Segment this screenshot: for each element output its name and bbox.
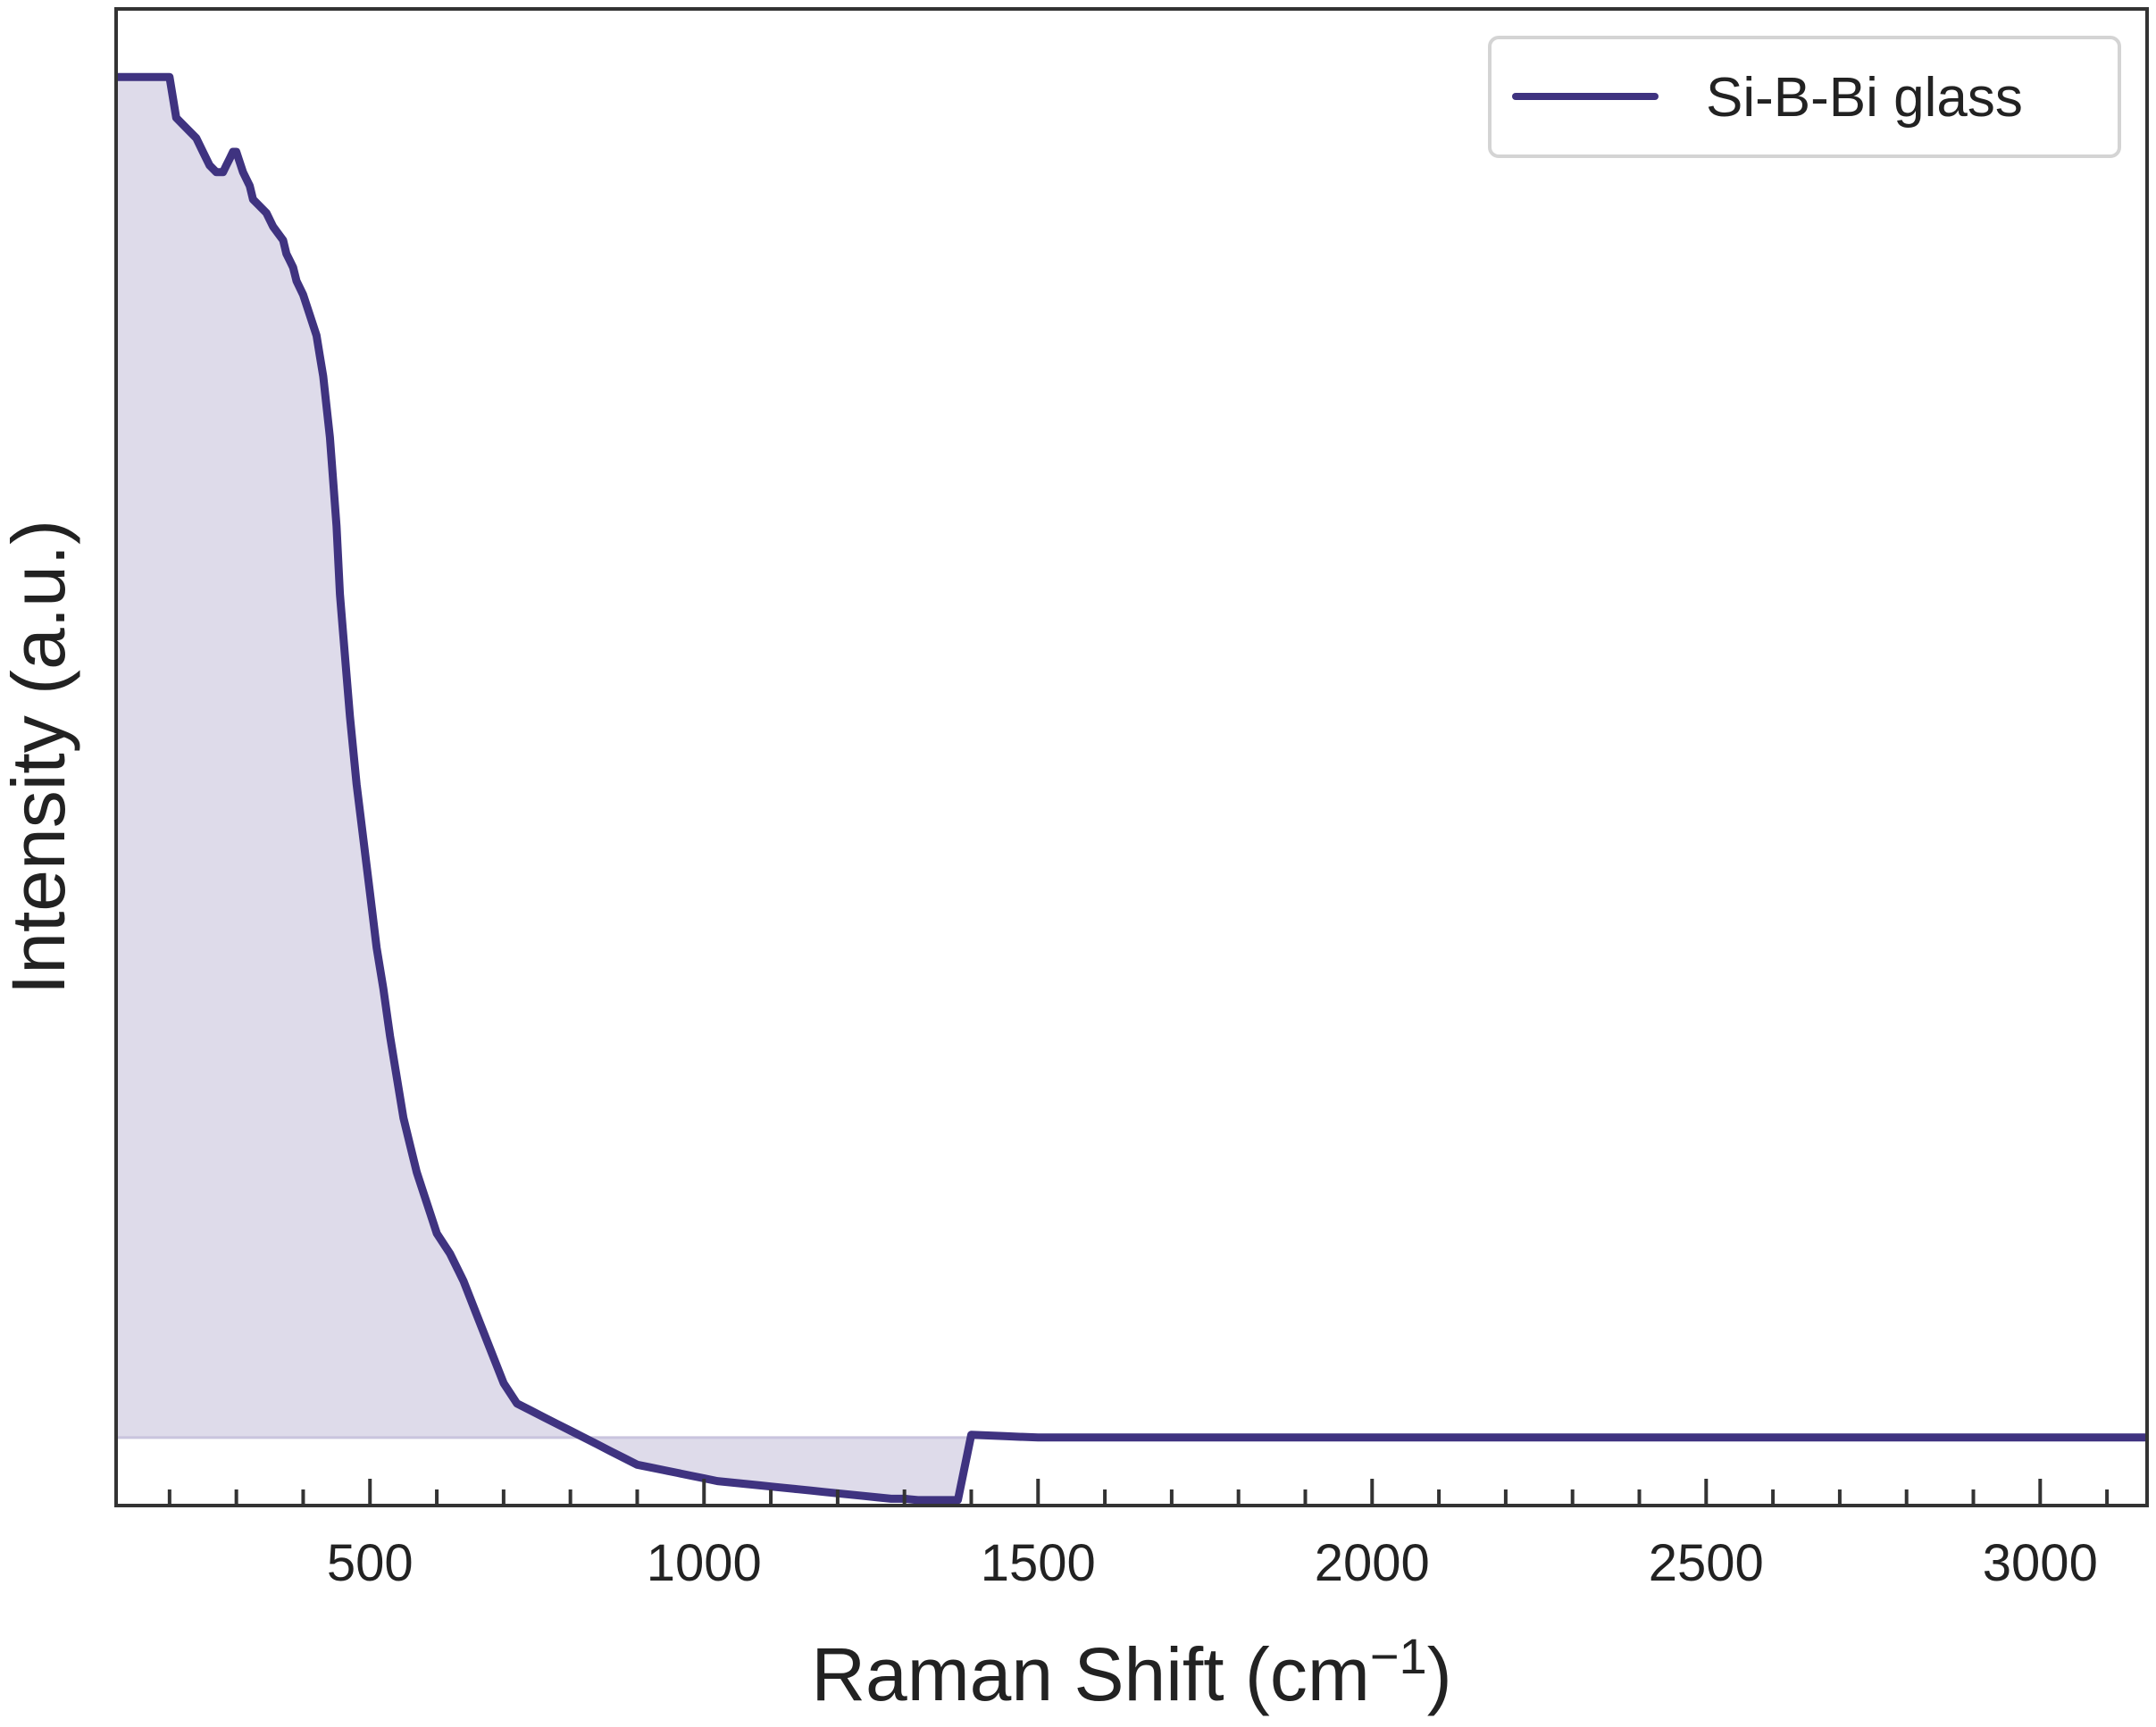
x-axis-title: Raman Shift (cm−1): [811, 1628, 1451, 1716]
series-area-fill: [116, 77, 2147, 1500]
x-axis-title-text: Raman Shift (cm: [811, 1632, 1370, 1716]
x-tick-label: 1500: [981, 1534, 1096, 1592]
x-tick-label: 500: [327, 1534, 414, 1592]
x-tick-label: 1000: [647, 1534, 762, 1592]
legend: Si-B-Bi glass: [1488, 36, 2121, 158]
x-tick-label: 2000: [1315, 1534, 1430, 1592]
series-fill-area: [116, 77, 2147, 1500]
y-axis-title: Intensity (a.u.): [0, 520, 80, 995]
plot-frame: [114, 7, 2149, 1507]
x-axis-ticks: 500 1000 1500 2000 2500 3000: [167, 1479, 2110, 1592]
series-line-si-b-bi-glass: [116, 72, 2147, 1505]
svg-text:Raman Shift (cm−1): Raman Shift (cm−1): [811, 1628, 1451, 1716]
x-axis-title-close: ): [1427, 1632, 1452, 1716]
x-tick-label: 3000: [1983, 1534, 2098, 1592]
series-line-layer: [116, 72, 2147, 1505]
legend-label: Si-B-Bi glass: [1706, 67, 2023, 129]
legend-box: [1488, 36, 2121, 158]
x-axis-title-superscript: −1: [1370, 1628, 1427, 1684]
x-tick-label: 2500: [1649, 1534, 1764, 1592]
